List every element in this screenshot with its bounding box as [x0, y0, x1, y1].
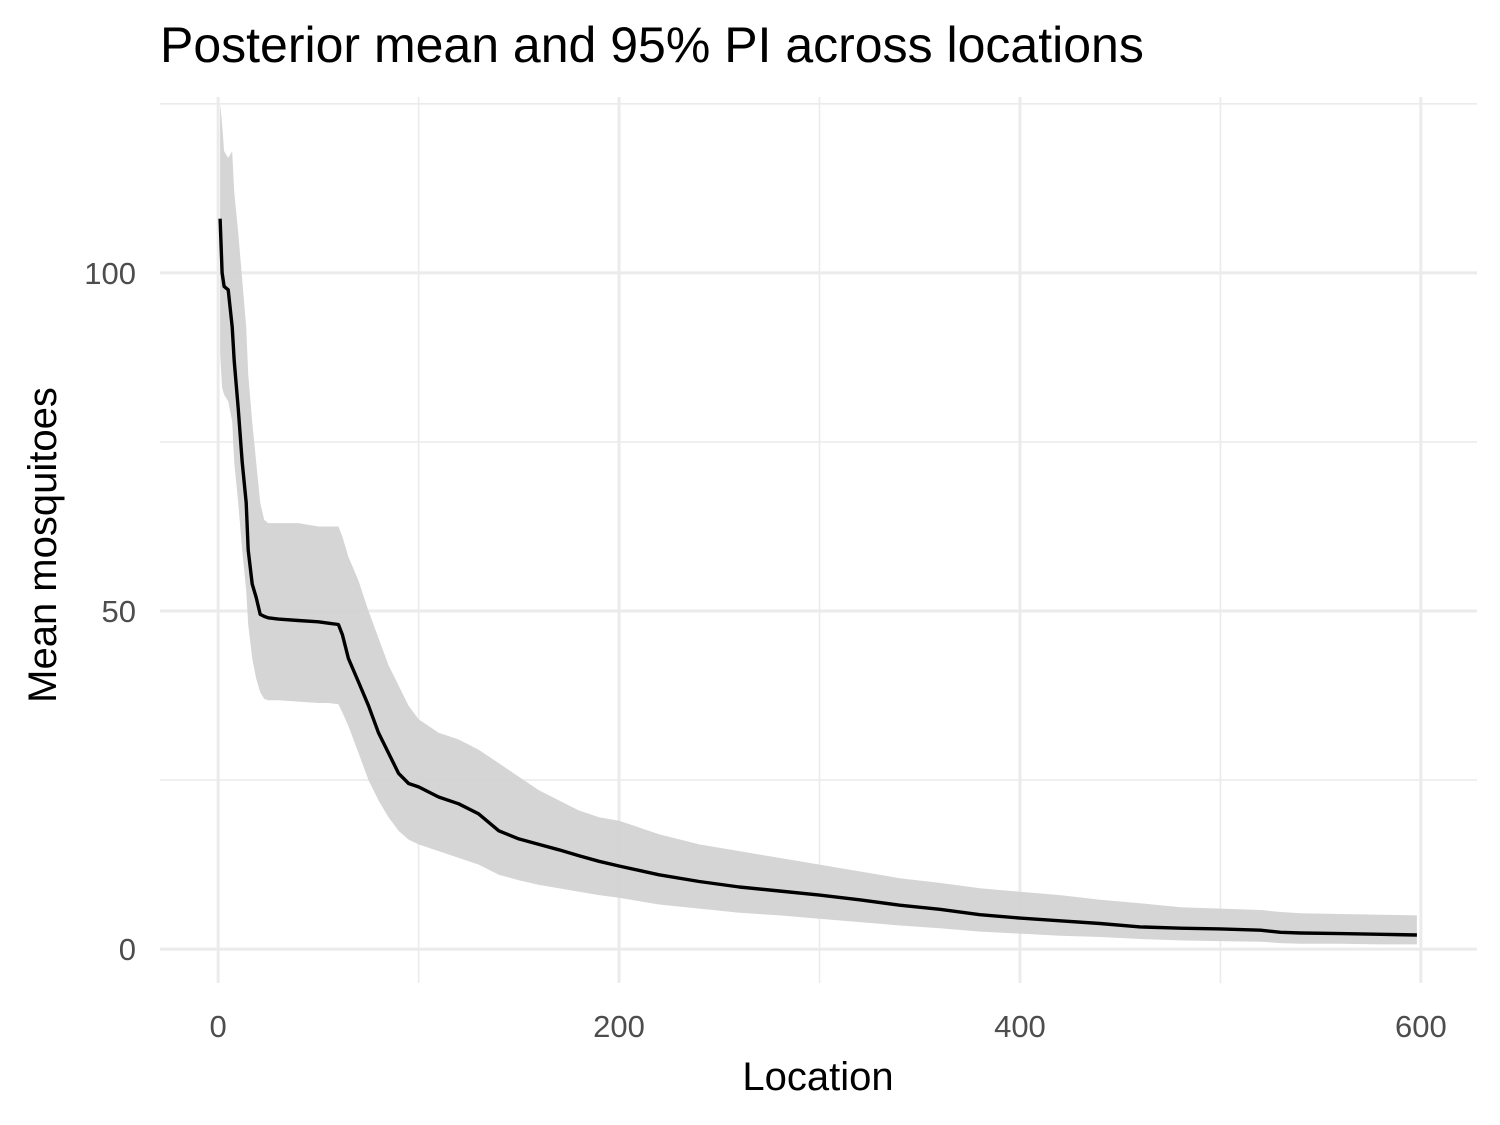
x-tick-label: 400 — [994, 1009, 1046, 1044]
x-tick-label: 200 — [593, 1009, 645, 1044]
y-tick-label: 0 — [119, 932, 136, 967]
chart-title: Posterior mean and 95% PI across locatio… — [160, 17, 1144, 73]
x-tick-label: 600 — [1395, 1009, 1447, 1044]
x-axis-ticks: 0 200 400 600 — [210, 1009, 1447, 1044]
x-axis-title: Location — [742, 1055, 893, 1099]
x-tick-label: 0 — [210, 1009, 227, 1044]
prediction-interval-band — [220, 103, 1417, 945]
y-axis-title: Mean mosquitoes — [21, 387, 65, 703]
posterior-mean-line — [218, 218, 1417, 937]
y-tick-label: 50 — [102, 594, 136, 629]
grid-lines — [160, 97, 1477, 983]
y-tick-label: 100 — [84, 256, 136, 291]
y-axis-ticks: 0 50 100 — [84, 256, 136, 967]
